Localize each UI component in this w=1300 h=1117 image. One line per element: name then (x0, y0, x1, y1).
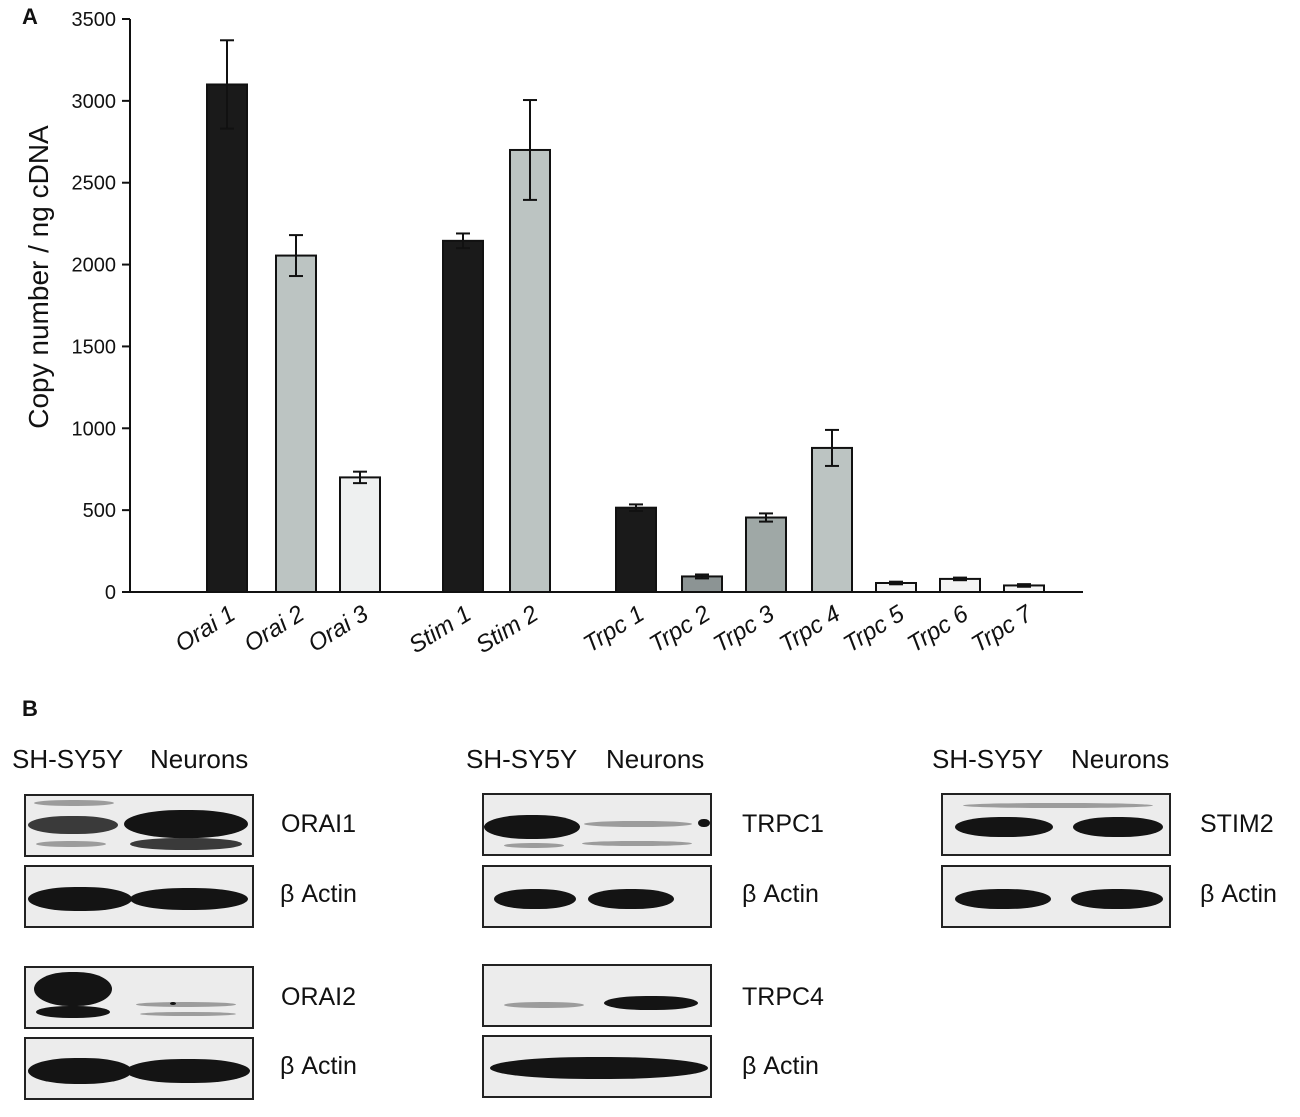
header-neurons-1: Neurons (150, 744, 249, 774)
bar (509, 148, 551, 593)
y-tick-label: 1500 (72, 336, 117, 358)
bar (275, 254, 317, 593)
stim2-blot (941, 793, 1171, 856)
label-actin-stim2: β Actin (1200, 880, 1277, 908)
y-tick-label: 2000 (72, 255, 117, 277)
y-tick-label: 0 (105, 582, 116, 604)
x-tick-label: Trpc 7 (967, 599, 1039, 658)
header-neurons-2: Neurons (606, 744, 705, 774)
x-tick-label: Stim 2 (471, 600, 543, 659)
label-actin-orai1: β Actin (280, 880, 357, 908)
x-tick-label: Orai 1 (170, 600, 240, 658)
y-tick-label: 500 (83, 500, 116, 522)
bars (206, 39, 1045, 594)
x-tick-label: Trpc 3 (709, 600, 780, 658)
header-sh-sy5y-2: SH-SY5Y (466, 744, 578, 774)
y-tick-label: 3000 (72, 91, 117, 113)
orai2-blot (24, 966, 254, 1029)
label-actin-trpc4: β Actin (742, 1052, 819, 1080)
y-tick-label: 1000 (72, 418, 117, 440)
trpc4-blot (482, 964, 712, 1027)
orai2-actin-blot (24, 1037, 254, 1100)
x-tick-label: Trpc 2 (645, 600, 715, 658)
label-trpc1: TRPC1 (742, 810, 824, 838)
trpc4-actin-blot (482, 1035, 712, 1098)
label-orai2: ORAI2 (281, 983, 357, 1011)
y-axis-label: Copy number / ng cDNA (23, 125, 54, 429)
bar (442, 239, 484, 593)
orai1-actin-blot (24, 865, 254, 928)
label-trpc4: TRPC4 (742, 983, 824, 1011)
x-tick-label: Orai 3 (303, 600, 373, 658)
x-tick-label: Trpc 5 (839, 600, 910, 658)
label-stim2: STIM2 (1200, 810, 1274, 838)
x-tick-label: Trpc 6 (903, 600, 974, 658)
panel-b-label: B (22, 696, 38, 721)
x-tick-label: Orai 2 (239, 600, 309, 658)
bar (615, 506, 657, 593)
orai1-blot (24, 794, 254, 857)
x-tick-label: Stim 1 (404, 600, 476, 659)
bar (745, 516, 787, 594)
stim2-actin-blot (941, 865, 1171, 928)
panel-a-label: A (22, 4, 38, 29)
label-orai1: ORAI1 (281, 810, 357, 838)
trpc1-blot (482, 793, 712, 856)
header-sh-sy5y-3: SH-SY5Y (932, 744, 1044, 774)
y-axis: 0 500 1000 1500 2000 2500 3000 3500 (72, 9, 1083, 604)
bar (206, 83, 248, 593)
label-actin-orai2: β Actin (280, 1052, 357, 1080)
x-tick-label: Trpc 4 (775, 600, 845, 658)
header-neurons-3: Neurons (1071, 744, 1170, 774)
bar (339, 476, 381, 593)
label-actin-trpc1: β Actin (742, 880, 819, 908)
trpc1-actin-blot (482, 865, 712, 928)
x-tick-label: Trpc 1 (579, 600, 649, 658)
y-tick-label: 3500 (72, 9, 117, 31)
header-sh-sy5y-1: SH-SY5Y (12, 744, 124, 774)
y-tick-label: 2500 (72, 173, 117, 195)
bar (811, 446, 853, 593)
